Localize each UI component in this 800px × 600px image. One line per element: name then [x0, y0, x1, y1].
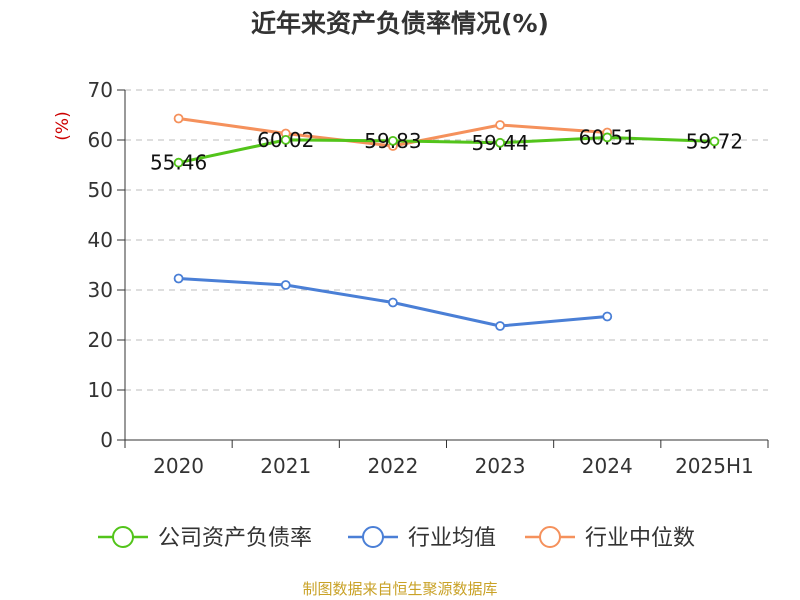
data-labels: 55.46 60.02 59.83 59.44 60.51 59.72 [150, 125, 743, 174]
legend-label: 公司资产负债率 [158, 526, 312, 551]
x-tick-label: 2023 [475, 454, 526, 478]
y-tick-label: 30 [88, 278, 113, 302]
data-label: 59.44 [471, 131, 528, 155]
data-point [602, 311, 613, 322]
data-label: 60.02 [257, 128, 314, 152]
y-tick-label: 70 [88, 78, 113, 102]
x-tick-label: 2022 [367, 454, 418, 478]
series-layer [173, 113, 720, 331]
axes [117, 89, 769, 448]
grid [125, 89, 768, 391]
legend-label: 行业中位数 [585, 526, 695, 551]
y-tick-label: 20 [88, 328, 113, 352]
data-point [709, 136, 720, 147]
data-point [495, 321, 505, 331]
series-line [178, 135, 715, 165]
data-label: 60.51 [579, 125, 636, 149]
y-axis-ticks: 0 10 20 30 40 50 60 70 [88, 78, 113, 452]
legend-item: 行业中位数 [525, 526, 695, 551]
data-label: 59.83 [364, 129, 421, 153]
data-label: 59.72 [686, 129, 743, 153]
source-note: 制图数据来自恒生聚源数据库 [302, 580, 498, 598]
data-point [495, 137, 505, 148]
legend-marker [112, 526, 134, 548]
x-tick-label: 2024 [582, 454, 633, 478]
data-label: 55.46 [150, 151, 207, 175]
y-tick-label: 40 [88, 228, 113, 252]
data-point [495, 120, 505, 130]
data-point [602, 132, 613, 143]
data-point [388, 135, 398, 146]
data-point [280, 134, 291, 145]
legend-item: 公司资产负债率 [98, 526, 312, 551]
data-point [388, 297, 398, 308]
chart-title: 近年来资产负债率情况(%) [251, 9, 549, 38]
y-tick-label: 10 [88, 378, 113, 402]
x-tick-label: 2021 [260, 454, 311, 478]
data-point [280, 280, 291, 290]
data-point [173, 273, 184, 284]
x-axis-ticks: 2020 2021 2022 2023 2024 2025H1 [153, 454, 754, 478]
legend: 公司资产负债率 行业均值 行业中位数 [98, 526, 695, 551]
legend-label: 行业均值 [408, 526, 496, 551]
y-tick-label: 0 [100, 428, 113, 452]
legend-marker [539, 526, 561, 548]
legend-item: 行业均值 [348, 526, 496, 551]
y-tick-label: 50 [88, 178, 113, 202]
x-tick-label: 2025H1 [675, 454, 754, 478]
data-point [173, 157, 184, 168]
legend-marker [362, 526, 384, 548]
x-tick-label: 2020 [153, 454, 204, 478]
y-tick-label: 60 [88, 128, 113, 152]
data-point [173, 113, 184, 124]
y-axis-unit-label: (%) [53, 111, 73, 140]
